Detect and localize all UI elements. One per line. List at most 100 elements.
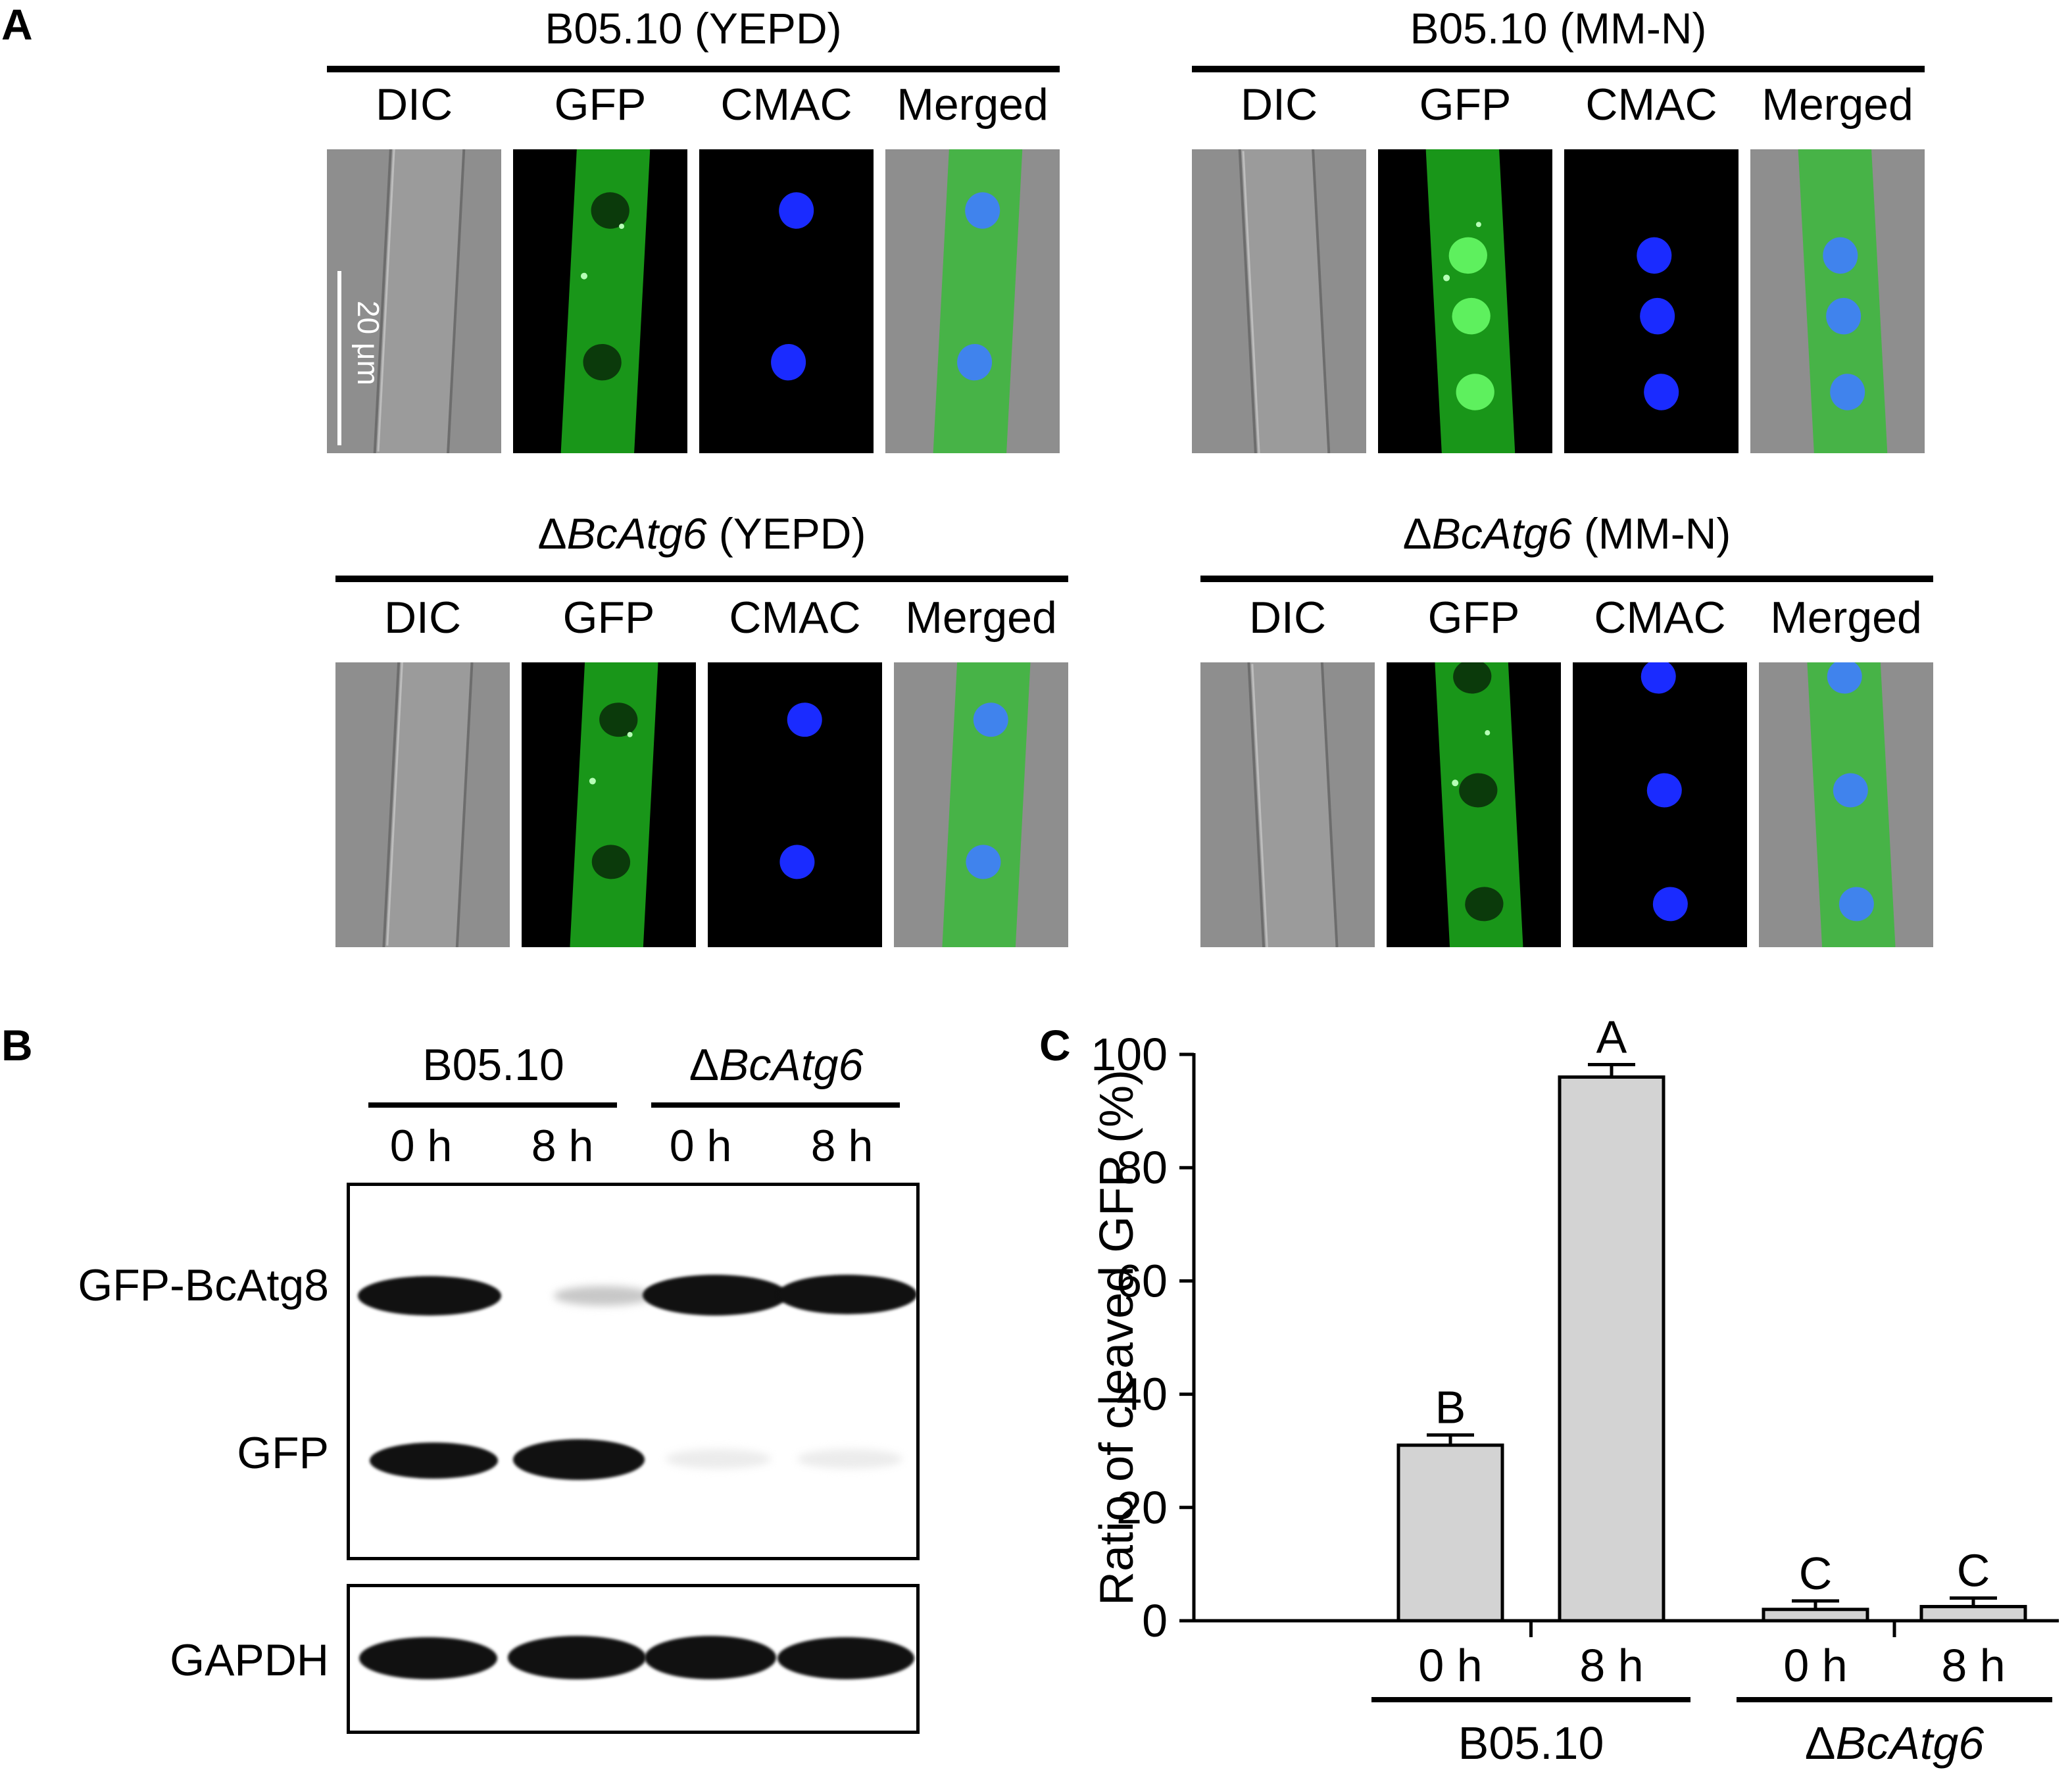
group-label-1: B05.10 — [1458, 1717, 1604, 1769]
y-tick-label: 40 — [1116, 1369, 1168, 1420]
channel-label-merged: Merged — [905, 593, 1057, 643]
micrograph-dic — [335, 662, 510, 947]
channel-label-dic: DIC — [1248, 593, 1327, 643]
blot-strain-atg6: ΔBcAtg6 — [651, 1043, 901, 1087]
y-axis-title: Ratio of cleaved GFP (%) — [1091, 1070, 1143, 1606]
group-name: B05.10 — [1458, 1717, 1604, 1769]
blot-lane-3: 0 h — [669, 1121, 732, 1171]
x-tick-label-4: 8 h — [1941, 1640, 2005, 1691]
significance-letter-4: C — [1957, 1545, 1990, 1596]
micrograph-cmac — [1573, 662, 1747, 947]
blot-strain-rule-b0510 — [368, 1102, 617, 1108]
band-gfp-atg8-lane3 — [643, 1275, 787, 1316]
panel-label-a: A — [1, 0, 33, 49]
channel-label-merged: Merged — [1762, 80, 1913, 130]
band-gapdh-lane4 — [777, 1637, 914, 1679]
condition-rule-0 — [327, 66, 1060, 72]
micrograph-cmac — [708, 662, 882, 947]
group-delta: Δ — [1805, 1717, 1836, 1769]
micrograph-gfp — [1387, 662, 1561, 947]
band-gfp-lane3 — [666, 1449, 771, 1469]
band-gfp-lane1 — [370, 1442, 498, 1479]
micrograph-cmac — [1564, 149, 1739, 453]
channel-label-cmac: CMAC — [1585, 80, 1717, 130]
y-tick-label: 80 — [1116, 1142, 1168, 1193]
channel-label-gfp: GFP — [1427, 593, 1520, 643]
micrograph-dic — [1200, 662, 1375, 947]
y-tick-label: 60 — [1116, 1255, 1168, 1306]
blot-strain-b0510: B05.10 — [422, 1040, 564, 1090]
micrograph-merged — [885, 149, 1060, 453]
channel-label-gfp: GFP — [554, 80, 647, 130]
micrograph-gfp — [513, 149, 687, 453]
blot-lane-2: 8 h — [531, 1121, 594, 1171]
channel-label-gfp: GFP — [562, 593, 655, 643]
channel-label-dic: DIC — [375, 80, 453, 130]
strain-name: B05.10 — [1410, 4, 1548, 53]
delta-symbol: Δ — [1402, 509, 1432, 558]
micrograph-merged — [1759, 662, 1933, 947]
band-gfp-atg8-lane2 — [554, 1286, 653, 1306]
bar-3 — [1762, 1608, 1869, 1623]
bar-2 — [1558, 1075, 1665, 1623]
blot-label-gfp: GFP — [237, 1428, 329, 1478]
micrograph-gfp — [522, 662, 696, 947]
band-gfp-atg8-lane1 — [358, 1276, 501, 1316]
micrograph-gfp — [1378, 149, 1552, 453]
blot-strain-rule-atg6 — [651, 1102, 900, 1108]
condition-title-2: ΔBcAtg6 (YEPD) — [335, 512, 1068, 555]
blot-lane-4: 8 h — [810, 1121, 874, 1171]
bar-4 — [1919, 1604, 2027, 1623]
band-gfp-atg8-lane4 — [777, 1275, 917, 1314]
condition-rule-3 — [1200, 576, 1933, 582]
blot-lane-1: 0 h — [389, 1121, 453, 1171]
delta-symbol: Δ — [537, 509, 567, 558]
y-tick-label: 100 — [1091, 1029, 1168, 1080]
condition-title-1: B05.10 (MM-N) — [1192, 7, 1925, 50]
y-tick-label: 20 — [1116, 1482, 1168, 1533]
channel-label-cmac: CMAC — [720, 80, 852, 130]
group-name: BcAtg6 — [1836, 1717, 1985, 1769]
band-gapdh-lane2 — [508, 1636, 646, 1679]
blot-membrane-gapdh — [347, 1584, 920, 1734]
band-gapdh-lane1 — [359, 1637, 497, 1679]
micrograph-dic — [1192, 149, 1366, 453]
condition-title-0: B05.10 (YEPD) — [327, 7, 1060, 50]
panel-label-c: C — [1039, 1021, 1071, 1070]
blot-membrane-top — [347, 1183, 920, 1560]
micrograph-dic — [327, 149, 501, 453]
scale-bar-label: 20 μm — [351, 301, 385, 385]
condition-rule-1 — [1192, 66, 1925, 72]
band-gfp-lane2 — [513, 1439, 645, 1480]
y-tick-label: 0 — [1142, 1595, 1168, 1646]
blot-label-gapdh: GAPDH — [170, 1635, 329, 1685]
medium-name: (MM-N) — [1547, 4, 1707, 53]
scale-bar — [337, 271, 341, 445]
x-tick-label-1: 0 h — [1418, 1640, 1482, 1691]
medium-name: (MM-N) — [1571, 509, 1731, 558]
channel-label-cmac: CMAC — [1594, 593, 1726, 643]
blot-label-gfp-bcatg8: GFP-BcAtg8 — [78, 1260, 329, 1310]
micrograph-merged — [894, 662, 1068, 947]
channel-label-cmac: CMAC — [729, 593, 861, 643]
x-tick-label-2: 8 h — [1579, 1640, 1643, 1691]
micrograph-merged — [1750, 149, 1925, 453]
significance-letter-2: A — [1596, 1011, 1627, 1062]
medium-name: (YEPD) — [682, 4, 842, 53]
micrograph-cmac — [699, 149, 874, 453]
band-gfp-lane4 — [797, 1449, 902, 1469]
blot-delta: Δ — [689, 1040, 720, 1090]
band-gapdh-lane3 — [645, 1636, 776, 1679]
bar-1 — [1396, 1443, 1504, 1623]
strain-name: BcAtg6 — [1431, 509, 1572, 558]
strain-name: B05.10 — [545, 4, 683, 53]
group-label-2: ΔBcAtg6 — [1805, 1717, 1985, 1769]
strain-name: BcAtg6 — [566, 509, 707, 558]
channel-label-merged: Merged — [897, 80, 1048, 130]
channel-label-gfp: GFP — [1419, 80, 1512, 130]
x-tick-label-3: 0 h — [1783, 1640, 1847, 1691]
channel-label-merged: Merged — [1770, 593, 1922, 643]
panel-label-b: B — [1, 1021, 33, 1070]
condition-rule-2 — [335, 576, 1068, 582]
